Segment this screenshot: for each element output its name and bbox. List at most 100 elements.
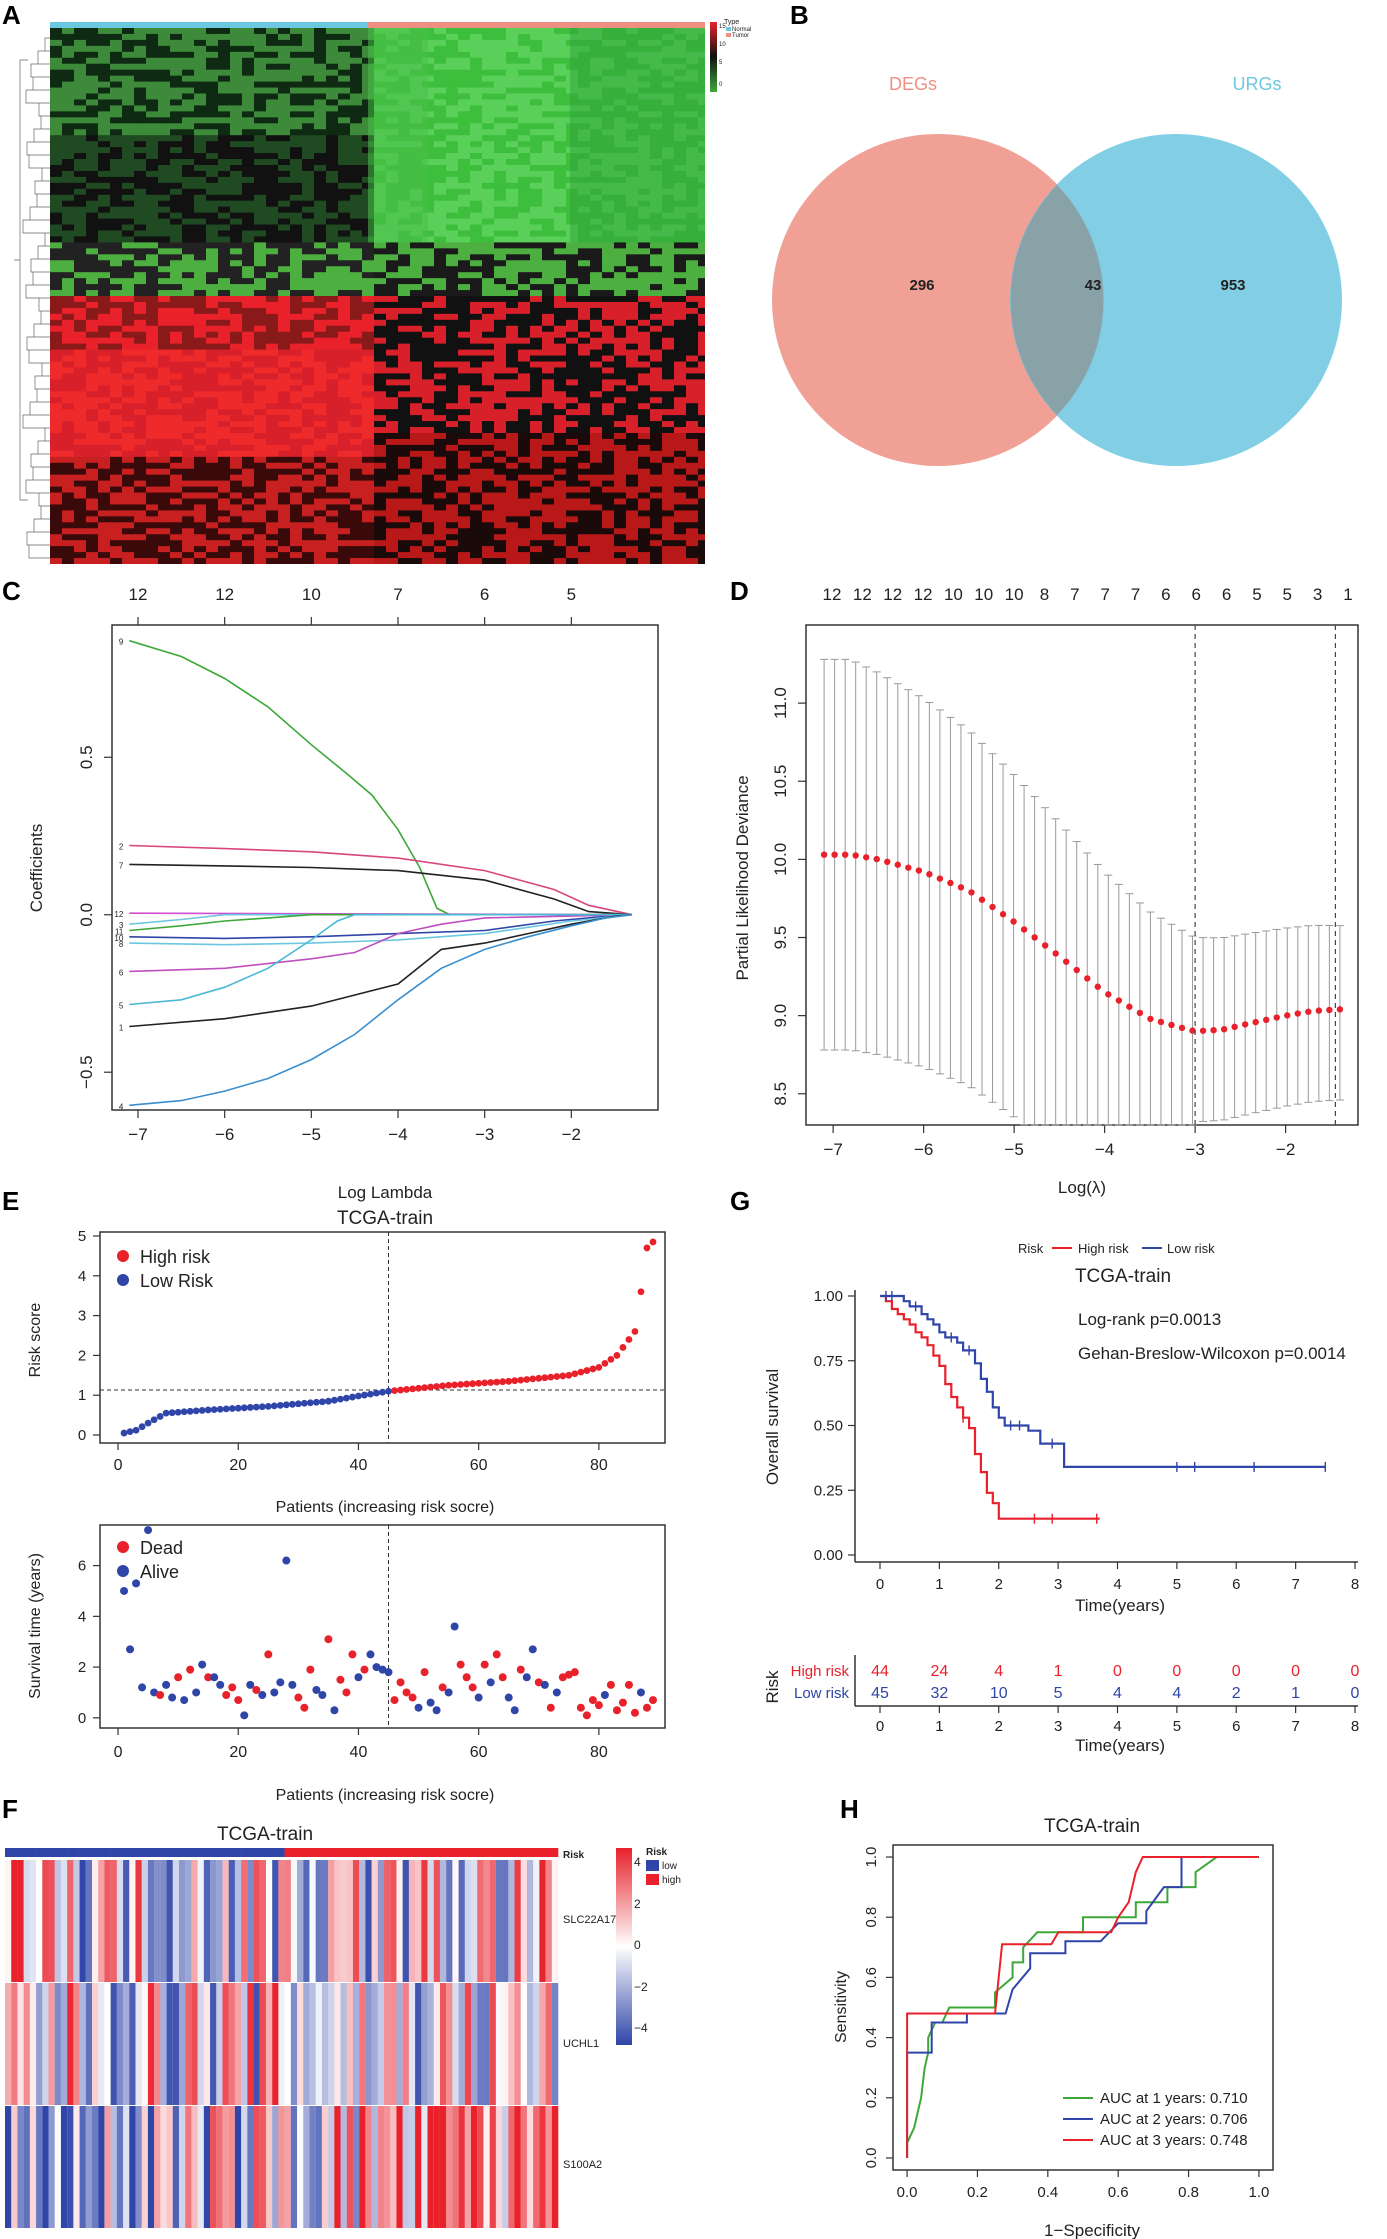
a-heatmap-cell <box>314 194 327 202</box>
a-heatmap-cell <box>482 206 495 214</box>
a-heatmap-cell <box>266 307 279 315</box>
a-heatmap-cell <box>614 260 627 267</box>
a-heatmap-cell <box>218 492 231 500</box>
a-heatmap-cell <box>170 528 183 535</box>
a-heatmap-cell <box>278 123 291 130</box>
a-heatmap-cell <box>614 141 627 148</box>
a-heatmap-cell <box>434 230 447 238</box>
a-heatmap-cell <box>626 296 639 303</box>
a-heatmap-cell <box>62 474 75 482</box>
a-heatmap-cell <box>482 188 495 196</box>
a-heatmap-cell <box>242 397 255 404</box>
a-heatmap-cell <box>458 325 471 333</box>
a-heatmap-cell <box>206 284 219 291</box>
a-heatmap-cell <box>554 301 567 309</box>
a-heatmap-cell <box>626 242 639 249</box>
a-heatmap-cell <box>434 480 447 488</box>
a-heatmap-cell <box>434 397 447 404</box>
a-heatmap-cell <box>506 546 519 553</box>
a-heatmap-cell <box>446 409 459 416</box>
a-heatmap-cell <box>590 105 603 112</box>
a-heatmap-cell <box>134 248 147 255</box>
a-heatmap-cell <box>494 349 507 357</box>
a-heatmap-cell <box>482 93 495 101</box>
a-heatmap-cell <box>86 343 99 351</box>
a-heatmap-cell <box>122 516 135 523</box>
a-heatmap-cell <box>386 498 399 506</box>
a-heatmap-cell <box>338 176 351 184</box>
a-heatmap-cell <box>674 236 687 243</box>
a-heatmap-cell <box>338 480 351 488</box>
a-heatmap-cell <box>278 99 291 107</box>
a-heatmap-cell <box>470 313 483 321</box>
a-heatmap-cell <box>626 81 639 89</box>
a-heatmap-cell <box>578 355 591 363</box>
a-heatmap-cell <box>338 492 351 500</box>
a-heatmap-cell <box>74 75 87 83</box>
a-heatmap-cell <box>62 170 75 178</box>
a-heatmap-cell <box>434 528 447 535</box>
a-heatmap-cell <box>86 236 99 243</box>
a-heatmap-cell <box>182 45 195 53</box>
a-heatmap-cell <box>206 325 219 333</box>
a-heatmap-cell <box>554 504 567 511</box>
a-heatmap-cell <box>446 99 459 107</box>
a-heatmap-cell <box>50 242 63 249</box>
a-heatmap-cell <box>266 403 279 410</box>
a-heatmap-cell <box>530 343 543 351</box>
a-heatmap-cell <box>182 170 195 178</box>
a-heatmap-cell <box>266 498 279 506</box>
a-heatmap-cell <box>446 69 459 77</box>
a-heatmap-cell <box>110 194 123 202</box>
a-heatmap-cell <box>230 504 243 511</box>
a-heatmap-cell <box>686 319 699 327</box>
a-heatmap-cell <box>338 57 351 65</box>
a-heatmap-cell <box>158 28 171 35</box>
a-heatmap-cell <box>602 230 615 238</box>
a-heatmap-cell <box>542 129 555 136</box>
a-heatmap-cell <box>530 28 543 35</box>
a-heatmap-cell <box>338 319 351 327</box>
a-heatmap-cell <box>422 504 435 511</box>
a-heatmap-cell <box>302 254 315 261</box>
a-heatmap-cell <box>662 415 675 422</box>
a-heatmap-cell <box>638 176 651 184</box>
a-heatmap-cell <box>62 242 75 249</box>
a-heatmap-cell <box>422 432 435 440</box>
a-heatmap-cell <box>50 415 63 422</box>
a-heatmap-cell <box>374 307 387 315</box>
a-heatmap-cell <box>170 403 183 410</box>
a-heatmap-cell <box>122 105 135 112</box>
a-heatmap-cell <box>662 504 675 511</box>
a-heatmap-cell <box>266 296 279 303</box>
a-heatmap-cell <box>290 540 303 547</box>
a-heatmap-cell <box>86 462 99 470</box>
a-heatmap-cell <box>362 319 375 327</box>
a-heatmap-cell <box>158 504 171 511</box>
a-heatmap-cell <box>266 194 279 202</box>
a-heatmap-cell <box>302 504 315 511</box>
a-heatmap-cell <box>242 427 255 434</box>
a-heatmap-cell <box>314 63 327 71</box>
a-heatmap-cell <box>470 51 483 59</box>
a-heatmap-cell <box>470 522 483 529</box>
a-heatmap-cell <box>338 230 351 238</box>
a-heatmap-cell <box>458 397 471 404</box>
a-heatmap-cell <box>494 200 507 208</box>
a-heatmap-cell <box>530 528 543 535</box>
a-heatmap-cell <box>542 51 555 59</box>
a-heatmap-cell <box>506 266 519 273</box>
a-heatmap-cell <box>446 468 459 476</box>
a-heatmap-cell <box>62 87 75 95</box>
a-heatmap-cell <box>50 164 63 172</box>
a-heatmap-cell <box>182 504 195 511</box>
a-heatmap-cell <box>242 498 255 506</box>
a-heatmap-cell <box>122 28 135 35</box>
a-heatmap-cell <box>578 230 591 238</box>
a-heatmap-cell <box>218 81 231 89</box>
a-heatmap-cell <box>470 200 483 208</box>
a-heatmap-cell <box>542 486 555 494</box>
a-heatmap-cell <box>614 450 627 458</box>
a-heatmap-cell <box>338 462 351 470</box>
a-heatmap-cell <box>158 224 171 232</box>
